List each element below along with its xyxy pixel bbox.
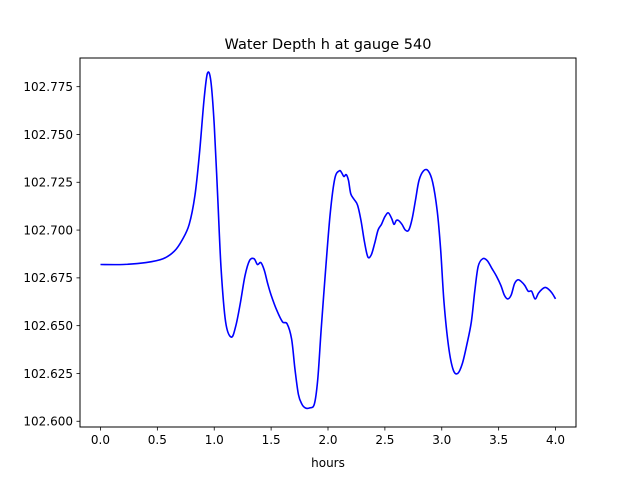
- y-axis: 102.600 102.625 102.650 102.675 102.700 102.7…: [23, 80, 80, 429]
- x-axis: 0.0 0.5 1.0 1.5 2.0 2.5 3.0 3.5 4.0: [91, 427, 565, 447]
- y-tick-label: 102.775: [23, 80, 73, 94]
- x-tick-label: 1.0: [205, 433, 224, 447]
- y-tick-label: 102.625: [23, 367, 73, 381]
- x-axis-label: hours: [311, 456, 345, 470]
- y-tick-label: 102.650: [23, 319, 73, 333]
- x-tick-label: 3.5: [489, 433, 508, 447]
- chart-title: Water Depth h at gauge 540: [225, 37, 432, 53]
- y-tick-label: 102.700: [23, 223, 73, 237]
- x-tick-label: 4.0: [546, 433, 565, 447]
- x-tick-label: 0.5: [148, 433, 167, 447]
- x-tick-label: 3.0: [432, 433, 451, 447]
- y-tick-label: 102.675: [23, 271, 73, 285]
- y-tick-label: 102.725: [23, 176, 73, 190]
- y-tick-label: 102.600: [23, 415, 73, 429]
- y-tick-label: 102.750: [23, 128, 73, 142]
- x-tick-label: 2.5: [375, 433, 394, 447]
- plot-frame: [79, 57, 577, 428]
- series-line-water-depth: [100, 71, 557, 410]
- x-tick-label: 2.0: [318, 433, 337, 447]
- x-tick-label: 1.5: [262, 433, 281, 447]
- x-tick-label: 0.0: [91, 433, 110, 447]
